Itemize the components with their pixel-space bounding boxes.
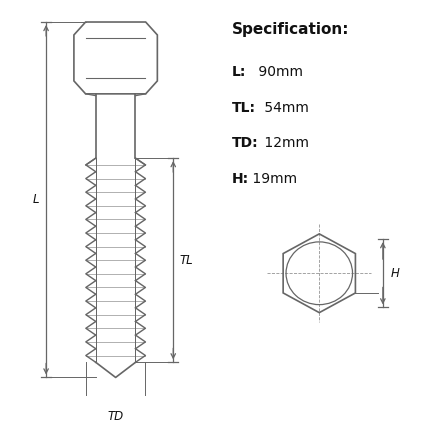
Text: 54mm: 54mm <box>260 101 309 115</box>
Text: 90mm: 90mm <box>254 65 303 79</box>
Text: H:: H: <box>232 172 249 186</box>
Text: TL:: TL: <box>232 101 256 115</box>
Text: L: L <box>33 193 40 206</box>
Text: Specification:: Specification: <box>232 22 349 37</box>
Text: L:: L: <box>232 65 246 79</box>
Text: 19mm: 19mm <box>248 172 297 186</box>
Text: TL: TL <box>179 254 193 267</box>
Text: TD: TD <box>108 410 124 421</box>
Text: H: H <box>390 267 399 280</box>
Text: 12mm: 12mm <box>260 136 309 150</box>
Text: TD:: TD: <box>232 136 258 150</box>
